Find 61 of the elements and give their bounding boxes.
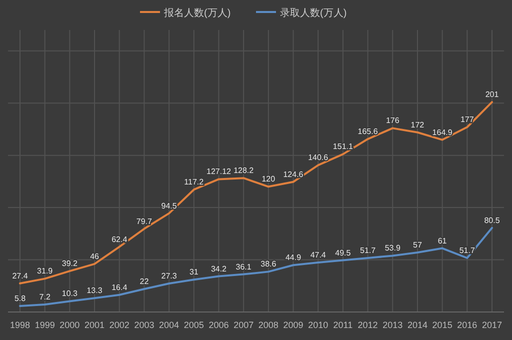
data-label: 79.7 (136, 216, 153, 226)
data-label: 127.12 (206, 167, 232, 176)
data-label: 57 (413, 240, 422, 250)
data-label: 62.4 (112, 234, 128, 244)
x-tick-label: 2000 (60, 320, 80, 330)
x-tick-label: 2015 (432, 320, 452, 330)
data-label: 164.9 (432, 128, 453, 137)
data-label: 31.9 (37, 266, 54, 276)
x-tick-label: 2002 (109, 320, 130, 330)
data-label: 120 (262, 174, 276, 184)
x-tick-label: 2013 (382, 320, 403, 330)
data-label: 177 (460, 115, 474, 124)
x-tick-label: 2011 (333, 320, 353, 330)
data-label: 46 (90, 252, 100, 261)
legend-label: 报名人数(万人) (163, 7, 231, 19)
data-label: 124.6 (283, 170, 304, 179)
data-label: 117.2 (184, 178, 204, 187)
data-label: 80.5 (484, 216, 500, 225)
x-tick-label: 2006 (208, 320, 229, 330)
x-tick-label: 1999 (34, 320, 55, 330)
data-label: 10.3 (62, 289, 78, 298)
data-label: 201 (485, 90, 500, 100)
x-tick-label: 2004 (159, 320, 180, 330)
data-label: 151.1 (332, 142, 354, 152)
data-label: 38.6 (260, 260, 277, 269)
data-label: 27.4 (12, 271, 28, 280)
legend-label: 录取人数(万人) (280, 8, 347, 19)
data-label: 140.6 (308, 153, 329, 162)
data-label: 22 (140, 277, 150, 286)
x-tick-label: 2001 (84, 320, 105, 330)
data-label: 176 (386, 116, 400, 126)
x-tick-label: 2016 (457, 320, 478, 330)
data-label: 31 (189, 268, 199, 277)
data-label: 36.1 (236, 262, 252, 272)
x-tick-label: 2003 (134, 320, 154, 330)
data-label: 165.6 (358, 127, 378, 136)
data-label: 27.3 (161, 271, 178, 280)
data-label: 13.3 (86, 286, 103, 296)
data-label: 7.2 (39, 292, 51, 302)
x-tick-label: 2009 (283, 320, 304, 330)
x-tick-label: 2014 (407, 320, 428, 330)
data-label: 16.4 (112, 282, 128, 292)
data-label: 172 (410, 120, 425, 130)
data-label: 61 (438, 236, 448, 246)
data-label: 51.7 (360, 246, 376, 255)
data-label: 44.9 (285, 253, 302, 262)
x-tick-label: 2008 (258, 320, 278, 330)
data-label: 5.8 (14, 294, 26, 303)
x-tick-label: 2005 (184, 320, 204, 330)
x-tick-label: 2017 (482, 320, 502, 330)
x-tick-label: 1998 (10, 320, 30, 330)
data-label: 94.5 (161, 201, 178, 210)
x-tick-label: 2007 (234, 320, 254, 330)
x-tick-label: 2012 (358, 320, 378, 330)
data-label: 53.9 (384, 244, 401, 253)
data-label: 47.4 (310, 250, 326, 260)
data-label: 39.2 (62, 259, 78, 268)
x-tick-label: 2010 (308, 320, 328, 330)
data-label: 49.5 (335, 248, 352, 258)
data-label: 34.2 (210, 264, 228, 274)
data-label: 128.2 (234, 166, 254, 176)
